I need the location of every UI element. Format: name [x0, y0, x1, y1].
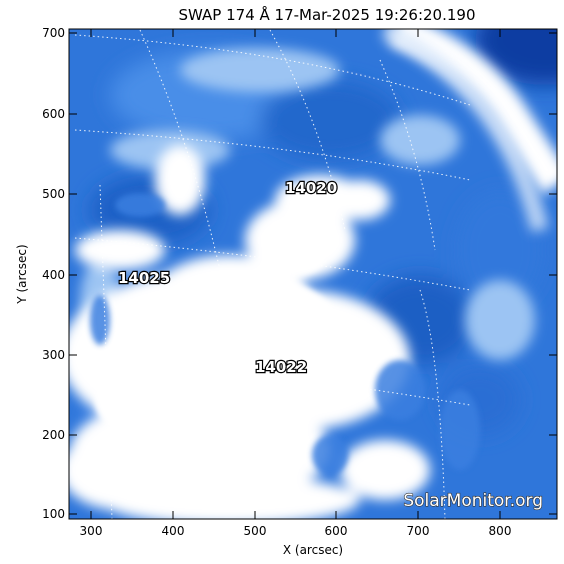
image-title: SWAP 174 Å 17-Mar-2025 19:26:20.190	[179, 5, 476, 24]
x-axis-tick-labels: 300 400 500 600 700 800	[80, 524, 512, 538]
y-axis-ticks	[69, 32, 557, 515]
euv-image	[69, 29, 557, 519]
x-tick-label: 800	[489, 524, 512, 538]
y-tick-label: 700	[42, 26, 65, 40]
y-tick-label: 400	[42, 268, 65, 282]
heliographic-grid	[74, 29, 471, 519]
region-label-14022: 14022	[255, 358, 307, 376]
y-axis-tick-labels: 100 200 300 400 500 600 700	[42, 26, 65, 521]
y-tick-label: 600	[42, 107, 65, 121]
solarmonitor-watermark: SolarMonitor.org	[403, 491, 543, 511]
x-axis-ticks	[90, 29, 501, 519]
x-tick-label: 600	[325, 524, 348, 538]
y-tick-label: 100	[42, 507, 65, 521]
plot-frame	[68, 28, 558, 520]
y-tick-label: 300	[42, 348, 65, 362]
x-tick-label: 300	[80, 524, 103, 538]
region-label-14025: 14025	[118, 269, 170, 287]
x-axis-label: X (arcsec)	[283, 543, 343, 557]
y-axis-label: Y (arcsec)	[15, 244, 29, 304]
y-tick-label: 200	[42, 428, 65, 442]
x-tick-label: 700	[407, 524, 430, 538]
y-tick-label: 500	[42, 187, 65, 201]
region-label-14020: 14020	[285, 179, 337, 197]
x-tick-label: 500	[244, 524, 267, 538]
x-tick-label: 400	[162, 524, 185, 538]
